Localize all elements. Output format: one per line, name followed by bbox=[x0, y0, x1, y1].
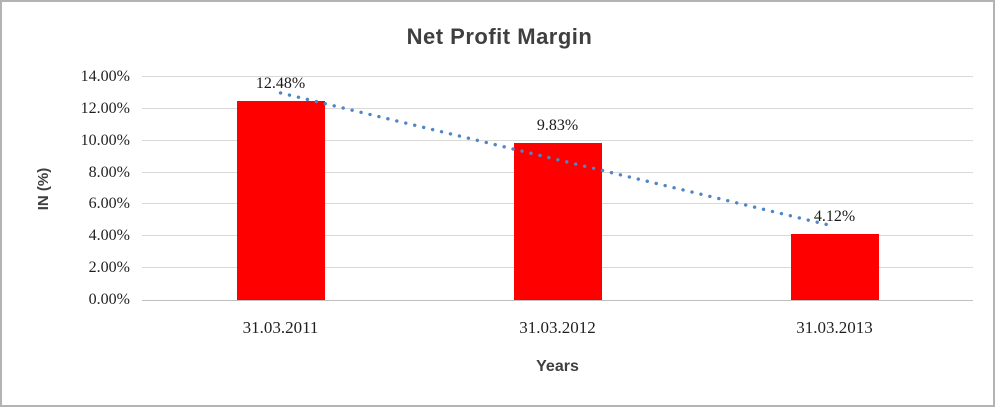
y-tick-label: 8.00% bbox=[88, 163, 130, 181]
gridline bbox=[142, 76, 973, 77]
y-tick-label: 12.00% bbox=[80, 99, 130, 117]
bar[interactable] bbox=[236, 101, 325, 300]
y-tick-label: 10.00% bbox=[80, 131, 130, 149]
y-tick-label: 0.00% bbox=[88, 291, 130, 308]
x-axis-title: Years bbox=[536, 358, 579, 375]
bar-data-label: 9.83% bbox=[536, 117, 579, 135]
bar[interactable] bbox=[513, 143, 602, 300]
y-axis-title: IN (%) bbox=[35, 167, 52, 211]
x-category-label: 31.03.2012 bbox=[519, 318, 596, 337]
x-category-label: 31.03.2013 bbox=[796, 318, 873, 337]
y-tick-label: 4.00% bbox=[88, 227, 130, 245]
chart-title: Net Profit Margin bbox=[406, 24, 593, 49]
bar-data-label: 12.48% bbox=[255, 75, 306, 93]
x-axis-line bbox=[142, 300, 973, 301]
y-tick-label: 2.00% bbox=[88, 259, 130, 277]
x-category-label: 31.03.2011 bbox=[242, 318, 319, 337]
bar-data-label: 4.12% bbox=[813, 208, 856, 226]
y-tick-label: 14.00% bbox=[80, 68, 130, 85]
y-tick-label: 6.00% bbox=[88, 195, 130, 213]
bar[interactable] bbox=[790, 234, 879, 300]
plot-area bbox=[142, 76, 973, 301]
